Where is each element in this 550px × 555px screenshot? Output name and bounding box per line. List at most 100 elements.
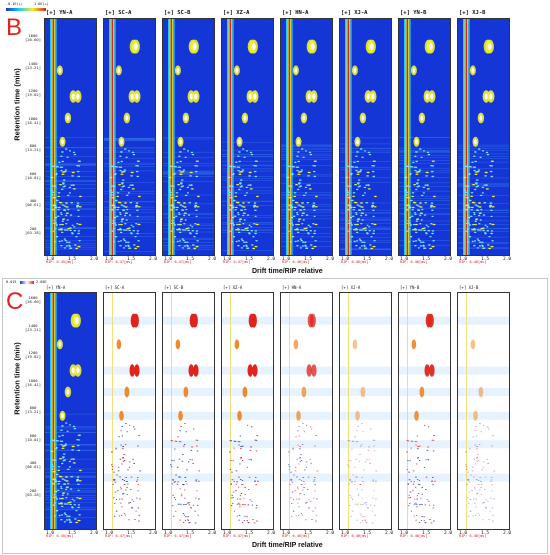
background-band [44,196,97,197]
signal-peak-core [484,93,488,100]
signal-spot [420,156,423,158]
signal-spot [419,223,422,225]
signal-spot [473,212,476,214]
difference-spot [235,440,237,442]
signal-spot [313,165,317,167]
signal-spot [244,227,248,230]
signal-spot [76,497,79,499]
signal-spot [113,216,117,219]
signal-spot [77,483,80,485]
background-band [44,468,97,470]
signal-spot [77,519,81,522]
signal-spot [237,223,241,226]
signal-spot [479,156,482,158]
signal-spot [288,204,292,206]
difference-spot [296,458,299,460]
difference-spot [315,514,317,516]
difference-spot [239,498,241,500]
difference-spot [290,497,292,499]
difference-spot [491,445,493,447]
signal-spot [476,205,479,207]
difference-spot [116,510,118,512]
signal-spot [119,213,122,216]
signal-spot [131,184,134,186]
difference-spot [122,457,124,458]
signal-spot [466,241,470,243]
signal-spot [425,171,429,174]
signal-spot [136,232,139,235]
signal-spot [301,229,305,231]
difference-spot [305,466,307,468]
difference-spot [413,481,415,483]
difference-spot [250,458,252,460]
signal-spot [77,165,81,167]
signal-spot [470,166,473,168]
difference-spot [125,423,127,424]
signal-spot [295,202,299,204]
x-tick-label: 1.0 [341,531,350,536]
spectrum-strip [221,292,274,530]
signal-spot [427,230,431,232]
signal-spot [238,151,241,153]
signal-spot [135,202,139,204]
background-band [280,209,333,210]
rip-label: RIP: 6.47[ms] [105,260,133,264]
difference-spot [476,493,479,494]
background-band [44,444,97,445]
difference-spot [192,504,195,506]
signal-spot [431,160,435,162]
difference-spot [135,510,137,512]
difference-spot [293,474,295,476]
difference-spot [185,504,187,505]
sample-header: [+] XJ-B [459,285,479,290]
background-band [398,160,451,161]
difference-spot [353,440,355,442]
signal-spot [490,245,494,248]
signal-spot [69,229,72,232]
x-tick-label: 1.5 [422,257,431,262]
background-band [44,472,97,473]
signal-spot [55,480,58,482]
difference-spot [171,440,174,442]
background-band [44,426,97,427]
rip-line [50,18,52,256]
x-tick-label: 1.0 [400,531,409,536]
signal-spot [360,214,363,217]
signal-spot [53,241,57,243]
signal-spot [124,245,127,247]
difference-spot [313,481,315,482]
signal-spot [69,214,73,216]
background-band [162,151,215,153]
difference-spot [315,520,317,522]
signal-spot [464,194,467,196]
signal-spot [59,497,62,500]
signal-peak-core [248,93,252,100]
x-tick-label: 1.0 [223,257,232,262]
difference-band [280,366,333,375]
signal-spot [478,245,481,247]
difference-band [280,316,333,325]
signal-spot [196,195,200,198]
signal-spot [303,208,306,211]
background-band [339,249,392,250]
signal-spot [60,169,63,172]
difference-spot [465,464,467,466]
difference-spot [232,497,235,498]
signal-spot [234,166,237,168]
difference-spot [198,480,200,482]
rip-label: RIP: 6.46[ms] [341,260,369,264]
background-band [44,240,97,242]
signal-spot [231,216,235,219]
x-tick-label: 1.5 [304,257,313,262]
signal-spot [60,240,64,242]
difference-spot [293,510,295,512]
signal-spot [182,148,186,150]
signal-spot [480,227,484,230]
difference-spot [117,470,120,472]
signal-spot [62,453,66,455]
signal-spot [177,184,181,186]
signal-spot [112,220,115,222]
difference-spot [291,502,293,504]
difference-spot [373,445,375,447]
difference-spot [363,483,365,485]
